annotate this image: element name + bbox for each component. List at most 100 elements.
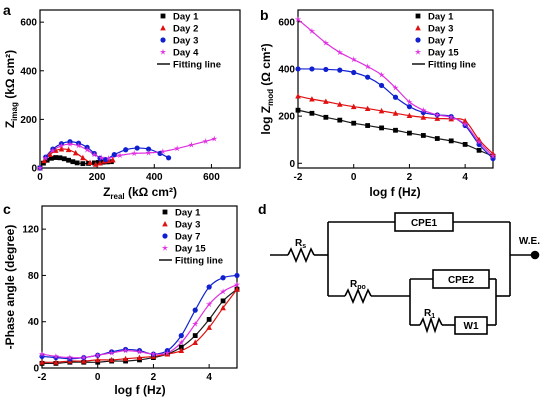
data-point — [178, 344, 184, 350]
data-point — [70, 159, 76, 165]
data-point — [379, 125, 384, 131]
x-tick-label: 2 — [151, 372, 157, 383]
data-point — [53, 359, 59, 365]
data-point — [98, 154, 105, 161]
data-point — [364, 63, 371, 70]
y-tick-label: 80 — [28, 271, 40, 282]
label-w1: W1 — [464, 321, 479, 332]
data-point — [420, 133, 426, 138]
data-point — [80, 358, 87, 364]
data-point — [378, 107, 385, 114]
data-point — [295, 107, 301, 113]
data-point — [72, 149, 79, 156]
data-point — [159, 148, 167, 155]
resistor-rs — [287, 246, 315, 264]
data-point — [323, 98, 329, 104]
data-point — [134, 145, 140, 151]
resistor-r1 — [419, 316, 443, 334]
legend-marker — [161, 244, 169, 251]
data-marks — [38, 272, 241, 366]
data-point — [206, 324, 212, 330]
data-point — [105, 157, 112, 164]
data-point — [462, 142, 468, 147]
legend-entry: Day 1 — [175, 208, 201, 219]
label-rpo: Rpo — [350, 279, 366, 291]
panel-label-d: d — [258, 201, 267, 217]
legend-fit-label: Fitting line — [428, 60, 476, 71]
legend-fit-label: Fitting line — [173, 60, 221, 71]
data-point — [220, 275, 226, 281]
data-point — [462, 117, 468, 124]
data-point — [448, 138, 454, 144]
label-cpe2: CPE2 — [448, 275, 475, 286]
legend-marker — [160, 37, 166, 43]
data-point — [42, 154, 49, 162]
y-tick-label: 200 — [278, 112, 295, 123]
data-point — [406, 112, 413, 119]
data-point — [136, 348, 143, 355]
plot-frame — [39, 9, 241, 169]
data-point — [309, 96, 315, 102]
data-point — [350, 103, 357, 110]
data-point — [136, 354, 143, 360]
legend-entry: Day 15 — [428, 48, 459, 59]
legend-marker — [415, 25, 421, 31]
data-point — [392, 94, 399, 100]
data-point — [378, 82, 385, 89]
y-tick-label: 120 — [22, 225, 39, 236]
data-point — [309, 110, 315, 116]
legend-entry: Day 3 — [175, 220, 200, 231]
data-point — [111, 152, 117, 158]
y-tick-label: 600 — [278, 17, 295, 28]
data-point — [378, 71, 385, 78]
data-point — [58, 146, 65, 152]
data-point — [145, 149, 152, 156]
data-point — [434, 136, 440, 141]
legend-marker — [162, 221, 168, 227]
data-point — [87, 159, 93, 166]
data-point — [108, 356, 115, 363]
data-point — [337, 67, 343, 73]
data-point — [91, 151, 98, 158]
data-point — [406, 98, 413, 105]
data-point — [173, 145, 181, 152]
data-point — [80, 154, 86, 161]
x-tick-label: 0 — [95, 372, 101, 383]
data-point — [220, 304, 226, 311]
x-axis-label: log f (Hz) — [114, 383, 165, 397]
data-point — [406, 104, 413, 110]
data-point — [122, 347, 129, 354]
data-point — [393, 127, 398, 133]
x-tick-label: 200 — [89, 172, 106, 183]
data-point — [97, 160, 103, 166]
fitting-line — [39, 138, 215, 169]
legend-entry: Day 1 — [428, 12, 454, 23]
data-point — [308, 27, 316, 34]
data-point — [91, 160, 97, 166]
data-point — [65, 146, 72, 153]
data-point — [434, 111, 441, 118]
data-point — [116, 151, 124, 159]
data-point — [53, 155, 59, 160]
data-point — [75, 142, 82, 149]
data-point — [447, 113, 455, 121]
data-point — [74, 160, 80, 166]
legend-marker — [162, 209, 168, 215]
data-point — [58, 142, 65, 149]
data-point — [351, 69, 357, 76]
data-point — [150, 350, 157, 357]
data-point — [323, 114, 329, 120]
circuit-labels: Rs CPE1 Rpo CPE2 R1 W1 W.E. — [295, 218, 540, 332]
data-point — [365, 74, 371, 80]
data-marks — [294, 16, 497, 162]
data-point — [94, 356, 101, 363]
data-point — [108, 349, 115, 356]
data-point — [52, 147, 59, 153]
data-point — [145, 146, 152, 152]
data-point — [322, 39, 330, 46]
circuit-diagram — [270, 212, 540, 335]
